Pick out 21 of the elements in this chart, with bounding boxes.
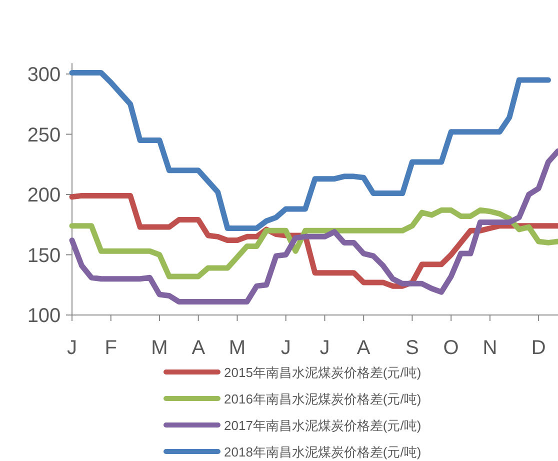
x-tick-label: J [280,337,291,359]
x-tick-label: D [531,337,546,359]
x-tick-label: M [151,337,168,359]
legend-label: 2015年南昌水泥煤炭价格差(元/吨) [224,365,422,380]
legend-label: 2018年南昌水泥煤炭价格差(元/吨) [224,444,422,460]
y-tick-label: 100 [27,305,61,327]
y-tick-label: 200 [27,184,61,206]
legend-label: 2016年南昌水泥煤炭价格差(元/吨) [224,392,422,406]
x-tick-label: F [104,337,117,359]
x-tick-label: A [192,337,206,359]
x-tick-label: N [482,337,498,359]
x-tick-label: M [228,337,246,359]
x-tick-label: J [320,337,330,359]
x-tick-label: S [406,337,419,359]
y-tick-label: 250 [27,124,61,146]
y-tick-label: 300 [27,64,61,86]
x-tick-label: O [443,337,459,359]
x-tick-label: J [67,337,77,359]
x-tick-label: A [356,337,371,359]
legend-label: 2017年南昌水泥煤炭价格差(元/吨) [224,418,422,433]
y-tick-label: 150 [27,244,61,267]
